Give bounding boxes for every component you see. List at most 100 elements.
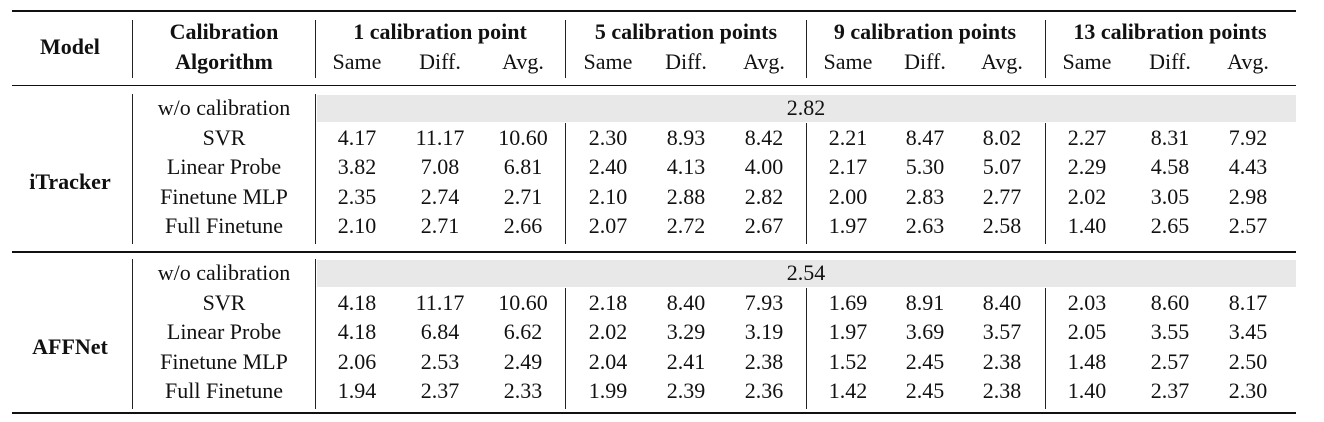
- value-cell: 7.08: [420, 154, 460, 179]
- value-cell: 2.00: [828, 183, 868, 209]
- algorithm-name: Finetune MLP: [160, 183, 288, 209]
- algorithm-name: SVR: [202, 124, 246, 150]
- value-cell: 5.30: [905, 154, 945, 179]
- value-cell: 1.52: [828, 348, 868, 374]
- value-cell: 8.17: [1228, 289, 1268, 315]
- group-separator: [315, 123, 316, 244]
- value-cell: 4.18: [337, 289, 377, 315]
- value-cell: 2.53: [420, 348, 460, 374]
- value-cell: 2.67: [744, 213, 784, 238]
- baseline-separator: [315, 259, 316, 288]
- value-cell: 2.63: [905, 213, 945, 238]
- value-cell: 4.43: [1228, 154, 1268, 179]
- value-cell: 8.60: [1150, 289, 1190, 315]
- top-rule: [12, 10, 1296, 12]
- value-cell: 2.45: [905, 378, 945, 403]
- group-separator: [1045, 288, 1046, 409]
- value-cell: 2.17: [828, 154, 868, 179]
- value-cell: 2.33: [503, 378, 543, 403]
- algorithm-name: Full Finetune: [165, 213, 283, 238]
- header-subcol: Avg.: [1227, 49, 1269, 74]
- value-cell: 8.91: [905, 289, 945, 315]
- header-subcol: Avg.: [981, 49, 1023, 74]
- value-cell: 2.71: [420, 213, 460, 238]
- value-cell: 6.81: [503, 154, 543, 179]
- value-cell: 3.55: [1150, 319, 1190, 344]
- group-separator: [806, 288, 807, 409]
- header-algorithm-line2: Algorithm: [175, 49, 273, 74]
- baseline-label: w/o calibration: [157, 95, 291, 120]
- header-subcol: Avg.: [743, 49, 785, 74]
- value-cell: 2.57: [1228, 213, 1268, 238]
- baseline-label: w/o calibration: [157, 260, 291, 285]
- value-cell: 2.39: [666, 378, 706, 403]
- mid-rule: [12, 251, 1296, 253]
- value-cell: 2.03: [1067, 289, 1107, 315]
- value-cell: 2.05: [1067, 319, 1107, 344]
- value-cell: 2.74: [420, 183, 460, 209]
- value-cell: 8.31: [1150, 124, 1190, 150]
- algorithm-name: Linear Probe: [166, 154, 282, 179]
- value-cell: 2.30: [588, 124, 628, 150]
- value-cell: 2.40: [588, 154, 628, 179]
- value-cell: 5.07: [982, 154, 1022, 179]
- header-separator: [132, 20, 133, 78]
- value-cell: 2.38: [982, 348, 1022, 374]
- value-cell: 2.27: [1067, 124, 1107, 150]
- value-cell: 4.17: [337, 124, 377, 150]
- value-cell: 2.41: [666, 348, 706, 374]
- header-subcol: Same: [1062, 49, 1112, 74]
- value-cell: 8.40: [982, 289, 1022, 315]
- value-cell: 4.00: [744, 154, 784, 179]
- value-cell: 2.71: [503, 183, 543, 209]
- value-cell: 1.48: [1067, 348, 1107, 374]
- model-name: AFFNet: [32, 333, 108, 359]
- value-cell: 2.88: [666, 183, 706, 209]
- baseline-value: 2.54: [786, 260, 826, 285]
- value-cell: 6.62: [503, 319, 543, 344]
- header-subcol: Avg.: [502, 49, 544, 74]
- header-subcol: Same: [823, 49, 873, 74]
- value-cell: 2.06: [337, 348, 377, 374]
- value-cell: 2.35: [337, 183, 377, 209]
- value-cell: 8.47: [905, 124, 945, 150]
- header-algorithm-line1: Calibration: [169, 19, 279, 44]
- value-cell: 11.17: [415, 289, 465, 315]
- group-separator: [565, 288, 566, 409]
- value-cell: 3.19: [744, 319, 784, 344]
- header-subcol: Diff.: [419, 49, 461, 74]
- value-cell: 2.30: [1228, 378, 1268, 403]
- header-subcol: Same: [583, 49, 633, 74]
- value-cell: 1.97: [828, 213, 868, 238]
- value-cell: 1.42: [828, 378, 868, 403]
- value-cell: 3.82: [337, 154, 377, 179]
- model-name: iTracker: [29, 168, 111, 194]
- value-cell: 2.10: [337, 213, 377, 238]
- value-cell: 1.97: [828, 319, 868, 344]
- value-cell: 4.13: [666, 154, 706, 179]
- value-cell: 2.37: [420, 378, 460, 403]
- value-cell: 2.07: [588, 213, 628, 238]
- group-separator: [315, 288, 316, 409]
- value-cell: 2.58: [982, 213, 1022, 238]
- algo-separator: [132, 94, 133, 244]
- header-separator: [315, 20, 316, 78]
- value-cell: 7.92: [1228, 124, 1268, 150]
- value-cell: 2.65: [1150, 213, 1190, 238]
- value-cell: 6.84: [420, 319, 460, 344]
- value-cell: 10.60: [498, 289, 548, 315]
- value-cell: 2.04: [588, 348, 628, 374]
- value-cell: 4.18: [337, 319, 377, 344]
- value-cell: 3.05: [1150, 183, 1190, 209]
- value-cell: 2.72: [666, 213, 706, 238]
- baseline-separator: [315, 94, 316, 123]
- value-cell: 1.69: [828, 289, 868, 315]
- value-cell: 2.50: [1228, 348, 1268, 374]
- value-cell: 8.93: [666, 124, 706, 150]
- value-cell: 7.93: [744, 289, 784, 315]
- value-cell: 2.38: [744, 348, 784, 374]
- value-cell: 2.66: [503, 213, 543, 238]
- bottom-rule: [12, 412, 1296, 414]
- value-cell: 1.40: [1067, 213, 1107, 238]
